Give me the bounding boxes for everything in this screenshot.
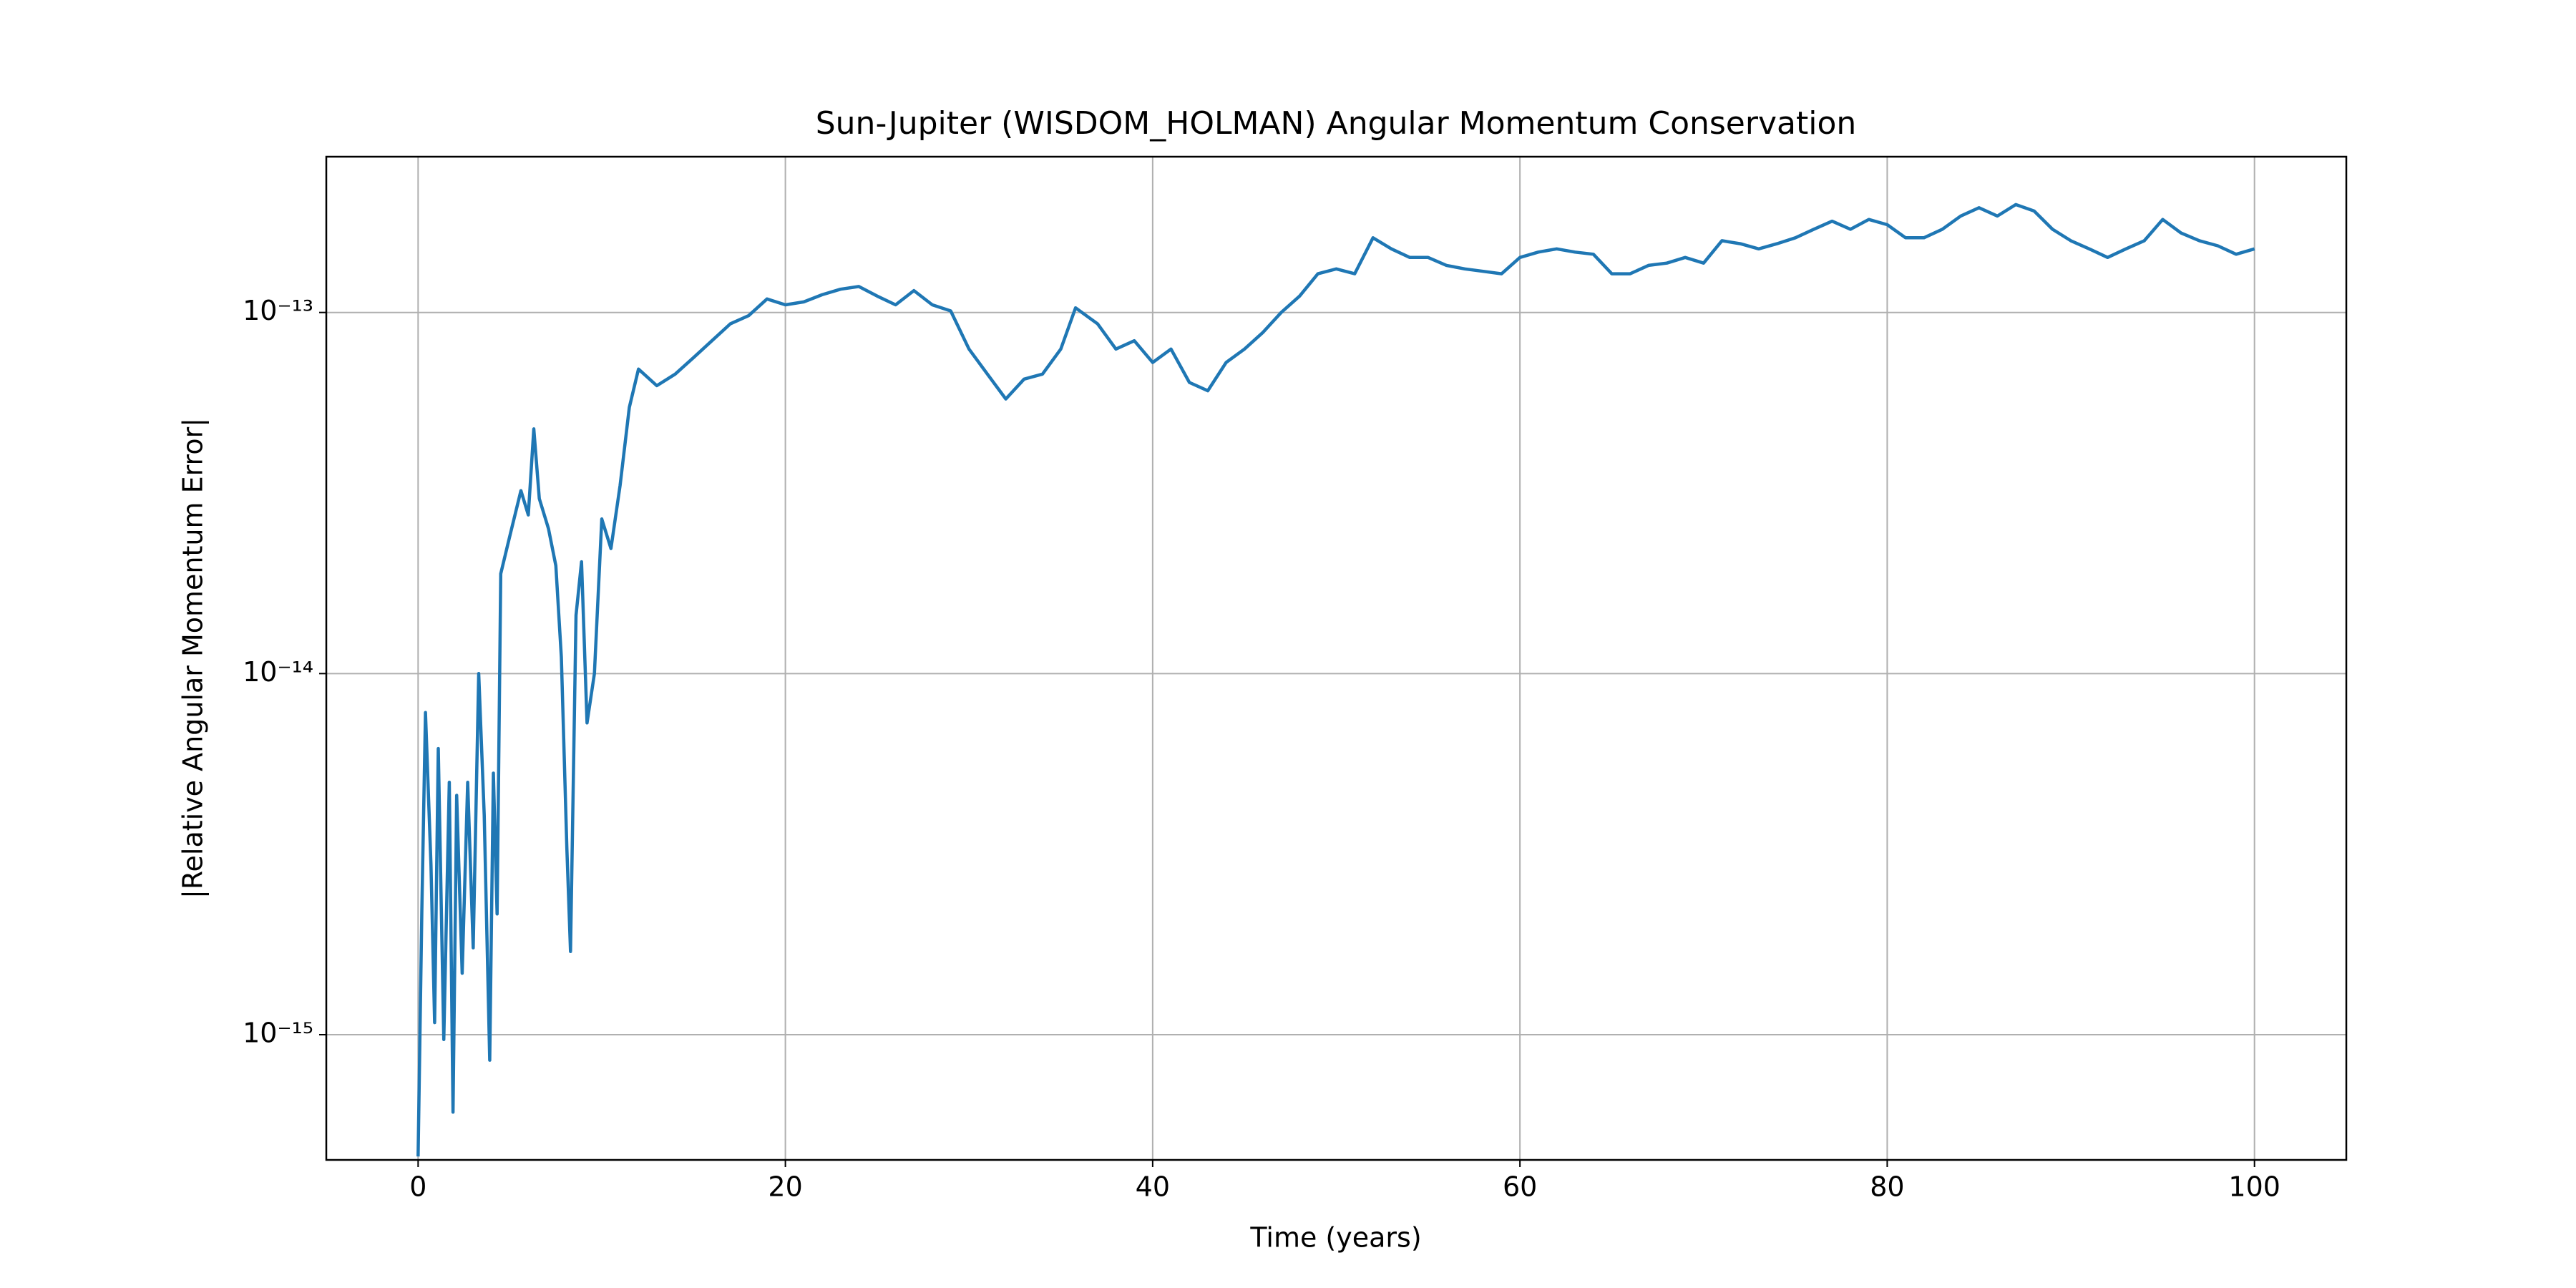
data-line <box>416 203 2255 1157</box>
x-tick-label: 40 <box>1136 1171 1170 1203</box>
x-tick-label: 60 <box>1503 1171 1537 1203</box>
plot-frame <box>325 155 2348 1161</box>
y-tick-label: 10⁻¹³ <box>243 295 313 326</box>
x-tick-label: 100 <box>2228 1171 2280 1203</box>
x-tick-label: 0 <box>409 1171 426 1203</box>
y-axis-label: |Relative Angular Momentum Error| <box>177 418 210 899</box>
x-tick-label: 80 <box>1870 1171 1904 1203</box>
x-tick-label: 20 <box>768 1171 802 1203</box>
y-tick-label: 10⁻¹⁵ <box>243 1017 313 1048</box>
y-tick-label: 10⁻¹⁴ <box>243 656 313 688</box>
chart-title: Sun-Jupiter (WISDOM_HOLMAN) Angular Mome… <box>816 105 1857 142</box>
x-axis-label: Time (years) <box>1249 1222 1421 1254</box>
